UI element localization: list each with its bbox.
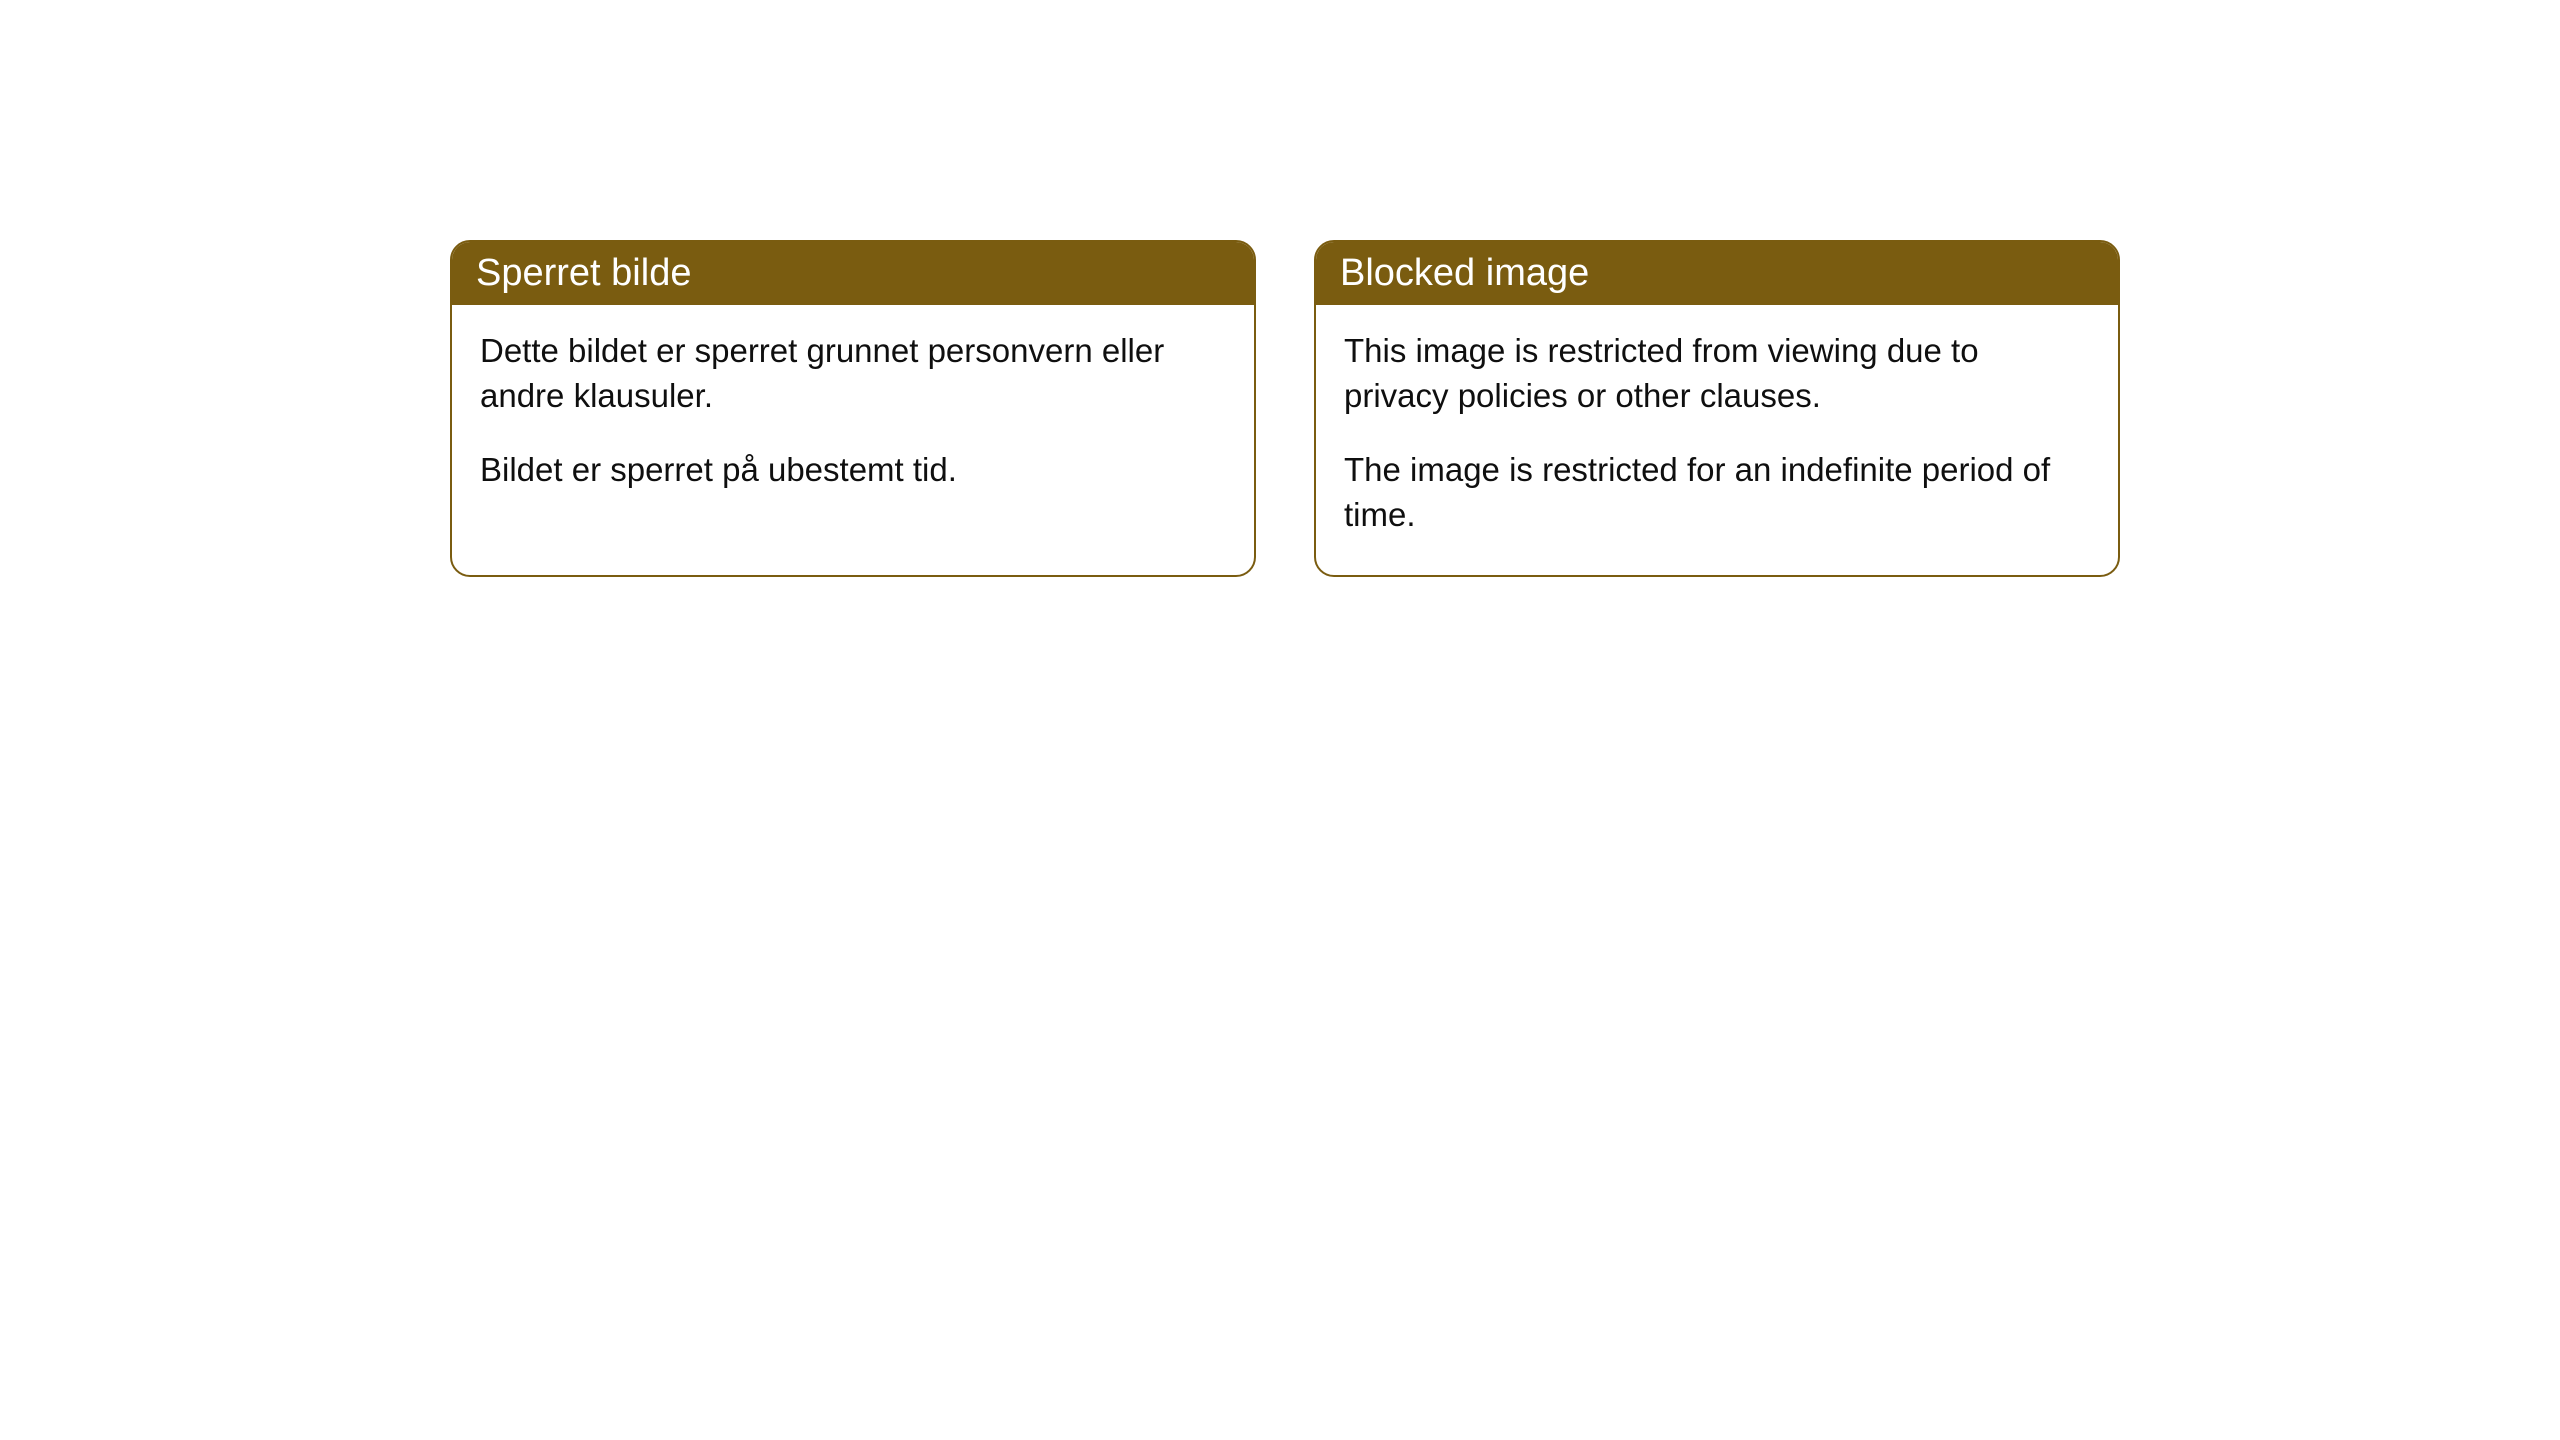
card-body-english: This image is restricted from viewing du… [1316, 305, 2118, 575]
card-header-english: Blocked image [1316, 242, 2118, 305]
card-english: Blocked image This image is restricted f… [1314, 240, 2120, 577]
cards-container: Sperret bilde Dette bildet er sperret gr… [450, 240, 2560, 577]
card-paragraph-2: Bildet er sperret på ubestemt tid. [480, 448, 1226, 493]
card-paragraph-2: The image is restricted for an indefinit… [1344, 448, 2090, 537]
card-paragraph-1: Dette bildet er sperret grunnet personve… [480, 329, 1226, 418]
card-header-norwegian: Sperret bilde [452, 242, 1254, 305]
card-body-norwegian: Dette bildet er sperret grunnet personve… [452, 305, 1254, 531]
card-norwegian: Sperret bilde Dette bildet er sperret gr… [450, 240, 1256, 577]
card-paragraph-1: This image is restricted from viewing du… [1344, 329, 2090, 418]
